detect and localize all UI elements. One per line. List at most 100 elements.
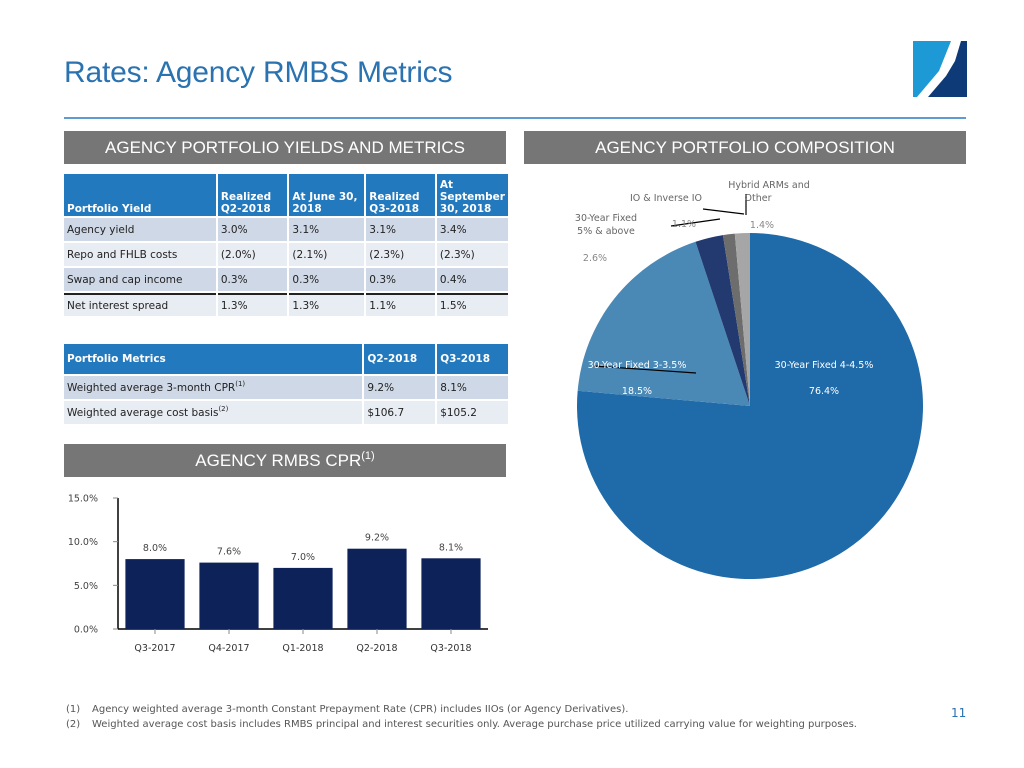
- footnote-number: (2): [66, 719, 81, 730]
- row-label: Weighted average cost basis(2): [64, 401, 363, 424]
- table-row: Weighted average 3-month CPR(1) 9.2% 8.1…: [64, 376, 508, 399]
- leader-line-5pct: [670, 218, 721, 227]
- table-cell: $106.7: [364, 401, 436, 424]
- row-label-text: Weighted average 3-month CPR: [67, 381, 236, 394]
- table-cell: (2.3%): [436, 243, 508, 266]
- bar-Q4-2017: [199, 562, 259, 629]
- table-cell: (2.1%): [289, 243, 365, 266]
- table-cell: 8.1%: [437, 376, 508, 399]
- title-divider: [64, 117, 966, 119]
- row-label: Weighted average 3-month CPR(1): [64, 376, 363, 399]
- pie-label-hybrid-line1: Hybrid ARMs and: [728, 180, 810, 191]
- table-cell: 1.1%: [366, 293, 435, 316]
- bar-Q3-2018: [421, 558, 481, 629]
- table-header-cell: At September 30, 2018: [436, 174, 508, 216]
- table-header-cell: Portfolio Metrics: [64, 344, 363, 374]
- row-label-text: Weighted average cost basis: [67, 406, 219, 419]
- table-cell: 0.3%: [366, 268, 435, 291]
- table-cell: 3.0%: [217, 218, 288, 241]
- section-bar-cpr-text: AGENCY RMBS CPR: [195, 451, 362, 470]
- pie-value-hybrid: 1.4%: [750, 220, 774, 231]
- pie-slice-fixed-4-4-5: [577, 233, 924, 579]
- section-bar-cpr: AGENCY RMBS CPR(1): [64, 444, 506, 477]
- x-tick-label: Q3-2017: [134, 643, 175, 654]
- table-row: Swap and cap income 0.3% 0.3% 0.3% 0.4%: [64, 268, 508, 291]
- table-cell: (2.3%): [366, 243, 435, 266]
- table-cell: 9.2%: [364, 376, 436, 399]
- row-label: Swap and cap income: [64, 268, 216, 291]
- pie-label-3pct: 30-Year Fixed 3-3.5%: [588, 360, 687, 371]
- pie-slice-fixed-3-3-5: [577, 241, 750, 406]
- y-tick-label: 5.0%: [74, 581, 98, 592]
- row-label: Agency yield: [64, 218, 216, 241]
- bar-Q3-2017: [125, 559, 185, 629]
- table-header-row: Portfolio Metrics Q2-2018 Q3-2018: [64, 344, 508, 374]
- table-cell: $105.2: [437, 401, 508, 424]
- y-tick-label: 0.0%: [74, 625, 98, 636]
- footnote-number: (1): [66, 704, 81, 715]
- cpr-bar-chart: 0.0% 5.0% 10.0% 15.0% Q3-2017 Q4-2017 Q1-2018 Q…: [68, 494, 488, 654]
- footnotes: (1) Agency weighted average 3-month Const…: [66, 702, 857, 732]
- pie-value-5pct: 2.6%: [583, 253, 607, 264]
- table-header-cell: Portfolio Yield: [64, 174, 216, 216]
- row-label: Net interest spread: [64, 293, 216, 316]
- footnote-text: Agency weighted average 3-month Constant…: [92, 704, 629, 715]
- page-title: Rates: Agency RMBS Metrics: [64, 56, 453, 89]
- footnote-2: (2) Weighted average cost basis includes …: [66, 717, 857, 732]
- table-cell: 3.1%: [366, 218, 435, 241]
- y-tick-label: 15.0%: [68, 494, 98, 505]
- table-cell: 0.3%: [217, 268, 288, 291]
- composition-pie-chart: Hybrid ARMs and Other 1.4% IO & Inverse …: [575, 180, 924, 579]
- table-cell: 0.4%: [436, 268, 508, 291]
- brand-logo-icon: [913, 41, 967, 97]
- bar-value-label: 8.0%: [143, 543, 167, 554]
- pie-label-hybrid-line2: Other: [745, 193, 772, 204]
- logo-light-part: [913, 41, 951, 97]
- section-bar-composition: AGENCY PORTFOLIO COMPOSITION: [524, 131, 966, 164]
- x-tick-label: Q2-2018: [356, 643, 397, 654]
- pie-slice-hybrid-arms-other: [734, 233, 750, 406]
- pie-slice-fixed-5-above: [695, 235, 750, 406]
- portfolio-yield-table: Portfolio Yield Realized Q2-2018 At June…: [62, 172, 510, 318]
- x-tick-label: Q1-2018: [282, 643, 323, 654]
- pie-label-5pct-line1: 30-Year Fixed: [575, 213, 637, 224]
- table-row: Weighted average cost basis(2) $106.7 $1…: [64, 401, 508, 424]
- pie-slice-io-inverse-io: [722, 233, 750, 406]
- table-row: Agency yield 3.0% 3.1% 3.1% 3.4%: [64, 218, 508, 241]
- bar-value-label: 7.0%: [291, 552, 315, 563]
- table-cell: 1.3%: [217, 293, 288, 316]
- bar-value-label: 9.2%: [365, 533, 389, 544]
- table-cell: 3.1%: [289, 218, 365, 241]
- pie-value-3pct: 18.5%: [622, 386, 652, 397]
- y-tick-label: 10.0%: [68, 537, 98, 548]
- table-cell: 1.3%: [289, 293, 365, 316]
- pie-label-io: IO & Inverse IO: [630, 193, 702, 204]
- pie-label-4pct: 30-Year Fixed 4-4.5%: [775, 360, 874, 371]
- page-number: 11: [951, 706, 967, 720]
- bar-Q2-2018: [347, 548, 407, 629]
- table-cell: 0.3%: [289, 268, 365, 291]
- section-bar-cpr-footnote: (1): [361, 450, 375, 462]
- table-header-cell: Realized Q3-2018: [366, 174, 435, 216]
- table-header-cell: Q3-2018: [437, 344, 508, 374]
- table-header-cell: Q2-2018: [364, 344, 436, 374]
- table-header-cell: At June 30, 2018: [289, 174, 365, 216]
- bar-value-label: 8.1%: [439, 542, 463, 553]
- pie-value-4pct: 76.4%: [809, 386, 839, 397]
- footnote-1: (1) Agency weighted average 3-month Const…: [66, 702, 857, 717]
- x-tick-label: Q3-2018: [430, 643, 471, 654]
- table-row: Repo and FHLB costs (2.0%) (2.1%) (2.3%)…: [64, 243, 508, 266]
- row-label: Repo and FHLB costs: [64, 243, 216, 266]
- footnote-text: Weighted average cost basis includes RMB…: [92, 719, 857, 730]
- pie-value-io: 1.1%: [672, 219, 696, 230]
- table-row-total: Net interest spread 1.3% 1.3% 1.1% 1.5%: [64, 293, 508, 316]
- x-tick-label: Q4-2017: [208, 643, 249, 654]
- table-cell: (2.0%): [217, 243, 288, 266]
- pie-label-5pct-line2: 5% & above: [577, 226, 635, 237]
- logo-dark-part: [928, 41, 967, 97]
- table-cell: 1.5%: [436, 293, 508, 316]
- footnote-ref: (1): [235, 379, 246, 388]
- table-header-row: Portfolio Yield Realized Q2-2018 At June…: [64, 174, 508, 216]
- section-bar-yields: AGENCY PORTFOLIO YIELDS AND METRICS: [64, 131, 506, 164]
- bar-Q1-2018: [273, 567, 333, 629]
